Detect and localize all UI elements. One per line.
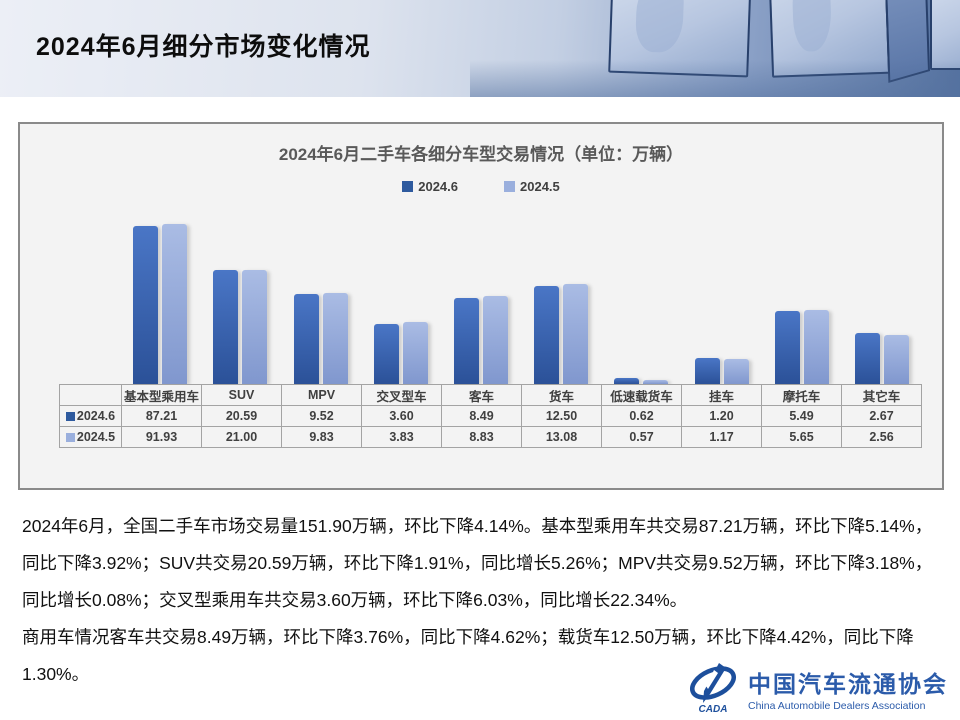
bar	[803, 310, 829, 384]
table-header-cell: SUV	[201, 384, 282, 406]
bar	[133, 226, 159, 384]
bar	[322, 293, 348, 384]
table-value-cell: 9.52	[281, 405, 362, 427]
bar-chart-plot	[120, 214, 922, 384]
table-corner-cell	[59, 384, 122, 406]
bar	[854, 333, 880, 384]
legend-swatch	[504, 181, 515, 192]
bar	[723, 358, 749, 384]
table-value-cell: 21.00	[201, 426, 282, 448]
bar	[453, 297, 479, 384]
table-value-cell: 8.49	[441, 405, 522, 427]
bar-group-3	[280, 214, 360, 384]
chart-card: 2024年6月二手车各细分车型交易情况（单位：万辆） 2024.6 2024.5 …	[18, 122, 944, 490]
bar-group-4	[361, 214, 441, 384]
page-title: 2024年6月细分市场变化情况	[36, 33, 371, 61]
table-header-cell: 客车	[441, 384, 522, 406]
table-header-cell: 其它车	[841, 384, 922, 406]
logo-mark-text: CADA	[699, 704, 728, 714]
bar	[482, 296, 508, 384]
summary-paragraph: 商用车情况客车共交易8.49万辆，环比下降3.76%，同比下降4.62%；载货车…	[22, 627, 914, 684]
bar-group-9	[762, 214, 842, 384]
header-floor-shading	[470, 60, 960, 97]
bar	[883, 334, 909, 384]
legend-label: 2024.5	[520, 179, 560, 194]
bar	[293, 294, 319, 384]
legend-swatch	[65, 433, 75, 442]
bar-group-7	[601, 214, 681, 384]
logo-name-cn: 中国汽车流通协会	[748, 671, 948, 697]
bar-group-5	[441, 214, 521, 384]
bar-group-1	[120, 214, 200, 384]
bar	[402, 322, 428, 384]
table-value-cell: 2.56	[841, 426, 922, 448]
chart-data-table: 基本型乘用车 SUV MPV 交叉型车 客车 货车 低速载货车 挂车 摩托车 其它车 2024.6 8…	[59, 384, 922, 448]
table-header-cell: MPV	[281, 384, 362, 406]
chart-title: 2024年6月二手车各细分车型交易情况（单位：万辆）	[278, 145, 684, 164]
table-value-cell: 20.59	[201, 405, 282, 427]
table-row-label: 2024.6	[59, 405, 122, 427]
bar	[643, 380, 669, 384]
table-value-cell: 2.67	[841, 405, 922, 427]
bar	[614, 378, 640, 384]
legend-swatch	[402, 181, 414, 192]
table-header-cell: 低速载货车	[601, 384, 682, 406]
bar-group-8	[681, 214, 761, 384]
bar	[694, 357, 720, 384]
chart-legend: 2024.6 2024.5	[20, 179, 942, 194]
legend-item: 2024.5	[504, 179, 560, 194]
cada-logo: CADA 中国汽车流通协会 China Automobile Dealers A…	[686, 662, 948, 714]
bar	[213, 270, 239, 384]
table-value-cell: 1.17	[681, 426, 762, 448]
table-value-cell: 5.65	[761, 426, 842, 448]
table-header-cell: 货车	[521, 384, 602, 406]
table-value-cell: 3.83	[361, 426, 442, 448]
table-header-cell: 交叉型车	[361, 384, 442, 406]
logo-name-en: China Automobile Dealers Association	[748, 699, 926, 712]
table-value-cell: 1.20	[681, 405, 762, 427]
table-value-cell: 12.50	[521, 405, 602, 427]
legend-swatch	[65, 412, 75, 421]
table-value-cell: 8.83	[441, 426, 522, 448]
table-value-cell: 5.49	[761, 405, 842, 427]
summary-paragraph: 2024年6月，全国二手车市场交易量151.90万辆，环比下降4.14%。基本型…	[22, 516, 933, 610]
table-value-cell: 0.62	[601, 405, 682, 427]
table-value-cell: 13.08	[521, 426, 602, 448]
bar	[242, 269, 268, 384]
table-value-cell: 91.93	[121, 426, 202, 448]
bar-group-6	[521, 214, 601, 384]
bar	[162, 224, 188, 384]
legend-label: 2024.6	[418, 179, 458, 194]
table-row-label: 2024.5	[59, 426, 122, 448]
cada-logo-mark-icon: CADA	[690, 663, 736, 714]
table-header-cell: 挂车	[681, 384, 762, 406]
bar	[534, 285, 560, 384]
bar-group-10	[842, 214, 922, 384]
table-value-cell: 87.21	[121, 405, 202, 427]
table-value-cell: 9.83	[281, 426, 362, 448]
legend-item: 2024.6	[402, 179, 458, 194]
table-value-cell: 3.60	[361, 405, 442, 427]
table-header-cell: 摩托车	[761, 384, 842, 406]
bar	[774, 311, 800, 384]
slide-header: 2024年6月细分市场变化情况	[0, 0, 960, 97]
bar	[563, 284, 589, 384]
bar-group-2	[200, 214, 280, 384]
table-header-cell: 基本型乘用车	[121, 384, 202, 406]
summary-text: 2024年6月，全国二手车市场交易量151.90万辆，环比下降4.14%。基本型…	[22, 508, 943, 693]
table-value-cell: 0.57	[601, 426, 682, 448]
bar	[373, 324, 399, 384]
